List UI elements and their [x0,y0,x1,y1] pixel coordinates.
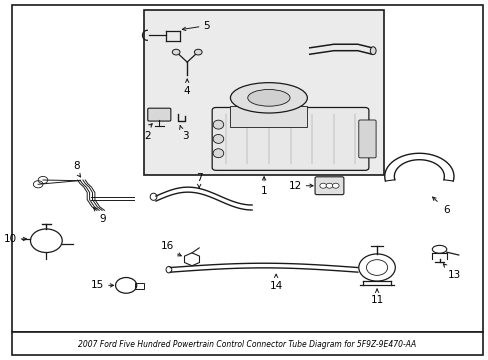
Circle shape [319,183,326,188]
Text: 7: 7 [196,173,202,183]
Text: 2007 Ford Five Hundred Powertrain Control Connector Tube Diagram for 5F9Z-9E470-: 2007 Ford Five Hundred Powertrain Contro… [78,340,416,349]
Bar [143,10,384,175]
Bar [135,283,144,289]
Text: 12: 12 [288,181,301,191]
Text: 14: 14 [269,281,282,291]
Text: 15: 15 [91,280,104,291]
Text: 5: 5 [203,21,209,31]
Text: 13: 13 [447,270,461,280]
Text: 1: 1 [260,186,267,197]
Text: 8: 8 [73,161,80,171]
Text: 10: 10 [3,234,17,244]
Ellipse shape [213,149,224,158]
Text: 9: 9 [99,213,105,224]
Text: 6: 6 [442,205,449,215]
Bar [12,332,482,355]
Bar [230,106,307,127]
FancyBboxPatch shape [212,108,368,170]
Text: 2: 2 [143,131,150,141]
Text: 3: 3 [182,131,189,141]
Ellipse shape [369,47,375,55]
Ellipse shape [213,120,224,129]
Ellipse shape [247,90,289,106]
FancyBboxPatch shape [314,177,343,195]
Ellipse shape [213,134,224,143]
Ellipse shape [230,83,307,113]
FancyBboxPatch shape [358,120,375,158]
Circle shape [332,183,338,188]
Circle shape [172,49,180,55]
Circle shape [325,183,332,188]
Text: 16: 16 [160,242,173,251]
Text: 11: 11 [370,296,383,305]
Text: 4: 4 [183,86,190,96]
FancyBboxPatch shape [147,108,170,121]
Circle shape [194,49,202,55]
